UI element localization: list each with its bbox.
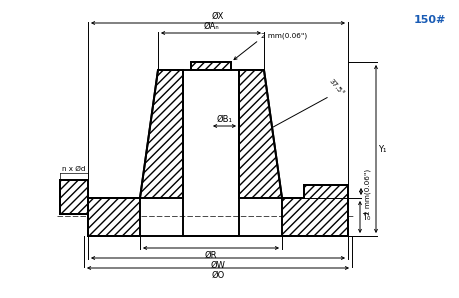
Text: ØB₁: ØB₁ [216, 115, 232, 124]
Polygon shape [281, 185, 347, 236]
Text: Y₁: Y₁ [378, 145, 386, 153]
Polygon shape [60, 180, 88, 214]
Text: 150#: 150# [413, 15, 445, 25]
Text: T₀: T₀ [362, 212, 370, 221]
Text: ØR: ØR [204, 251, 217, 260]
Text: 37.5°: 37.5° [327, 77, 345, 97]
Text: n x Ød: n x Ød [62, 166, 85, 172]
Polygon shape [239, 70, 281, 198]
Text: 2 mm(0.06"): 2 mm(0.06") [260, 32, 307, 39]
Text: 2 mm(0.06"): 2 mm(0.06") [364, 168, 371, 215]
Text: ØX: ØX [211, 12, 224, 21]
Text: ØW: ØW [210, 260, 225, 269]
Polygon shape [190, 62, 230, 70]
Text: ØAₙ: ØAₙ [203, 21, 218, 30]
Polygon shape [140, 70, 183, 198]
Polygon shape [88, 198, 140, 236]
Text: ØO: ØO [211, 271, 224, 280]
